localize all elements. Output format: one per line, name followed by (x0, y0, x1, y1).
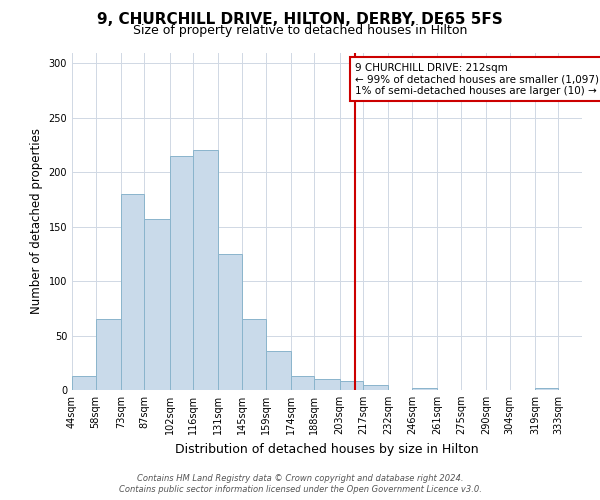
Text: Contains HM Land Registry data © Crown copyright and database right 2024.
Contai: Contains HM Land Registry data © Crown c… (119, 474, 481, 494)
Bar (412, 388, 437, 390)
Text: Size of property relative to detached houses in Hilton: Size of property relative to detached ho… (133, 24, 467, 37)
X-axis label: Distribution of detached houses by size in Hilton: Distribution of detached houses by size … (175, 442, 479, 456)
Bar (291, 376, 314, 390)
Bar (535, 388, 559, 390)
Bar (121, 194, 145, 390)
Bar (363, 384, 388, 390)
Bar (242, 319, 266, 390)
Text: 9, CHURCHILL DRIVE, HILTON, DERBY, DE65 5FS: 9, CHURCHILL DRIVE, HILTON, DERBY, DE65 … (97, 12, 503, 28)
Bar (340, 382, 363, 390)
Text: 9 CHURCHILL DRIVE: 212sqm
← 99% of detached houses are smaller (1,097)
1% of sem: 9 CHURCHILL DRIVE: 212sqm ← 99% of detac… (355, 62, 599, 96)
Bar (95, 319, 121, 390)
Bar (266, 351, 291, 390)
Bar (145, 219, 170, 390)
Bar (193, 150, 218, 390)
Bar (170, 156, 193, 390)
Bar (218, 254, 242, 390)
Y-axis label: Number of detached properties: Number of detached properties (30, 128, 43, 314)
Bar (314, 379, 340, 390)
Bar (72, 376, 95, 390)
